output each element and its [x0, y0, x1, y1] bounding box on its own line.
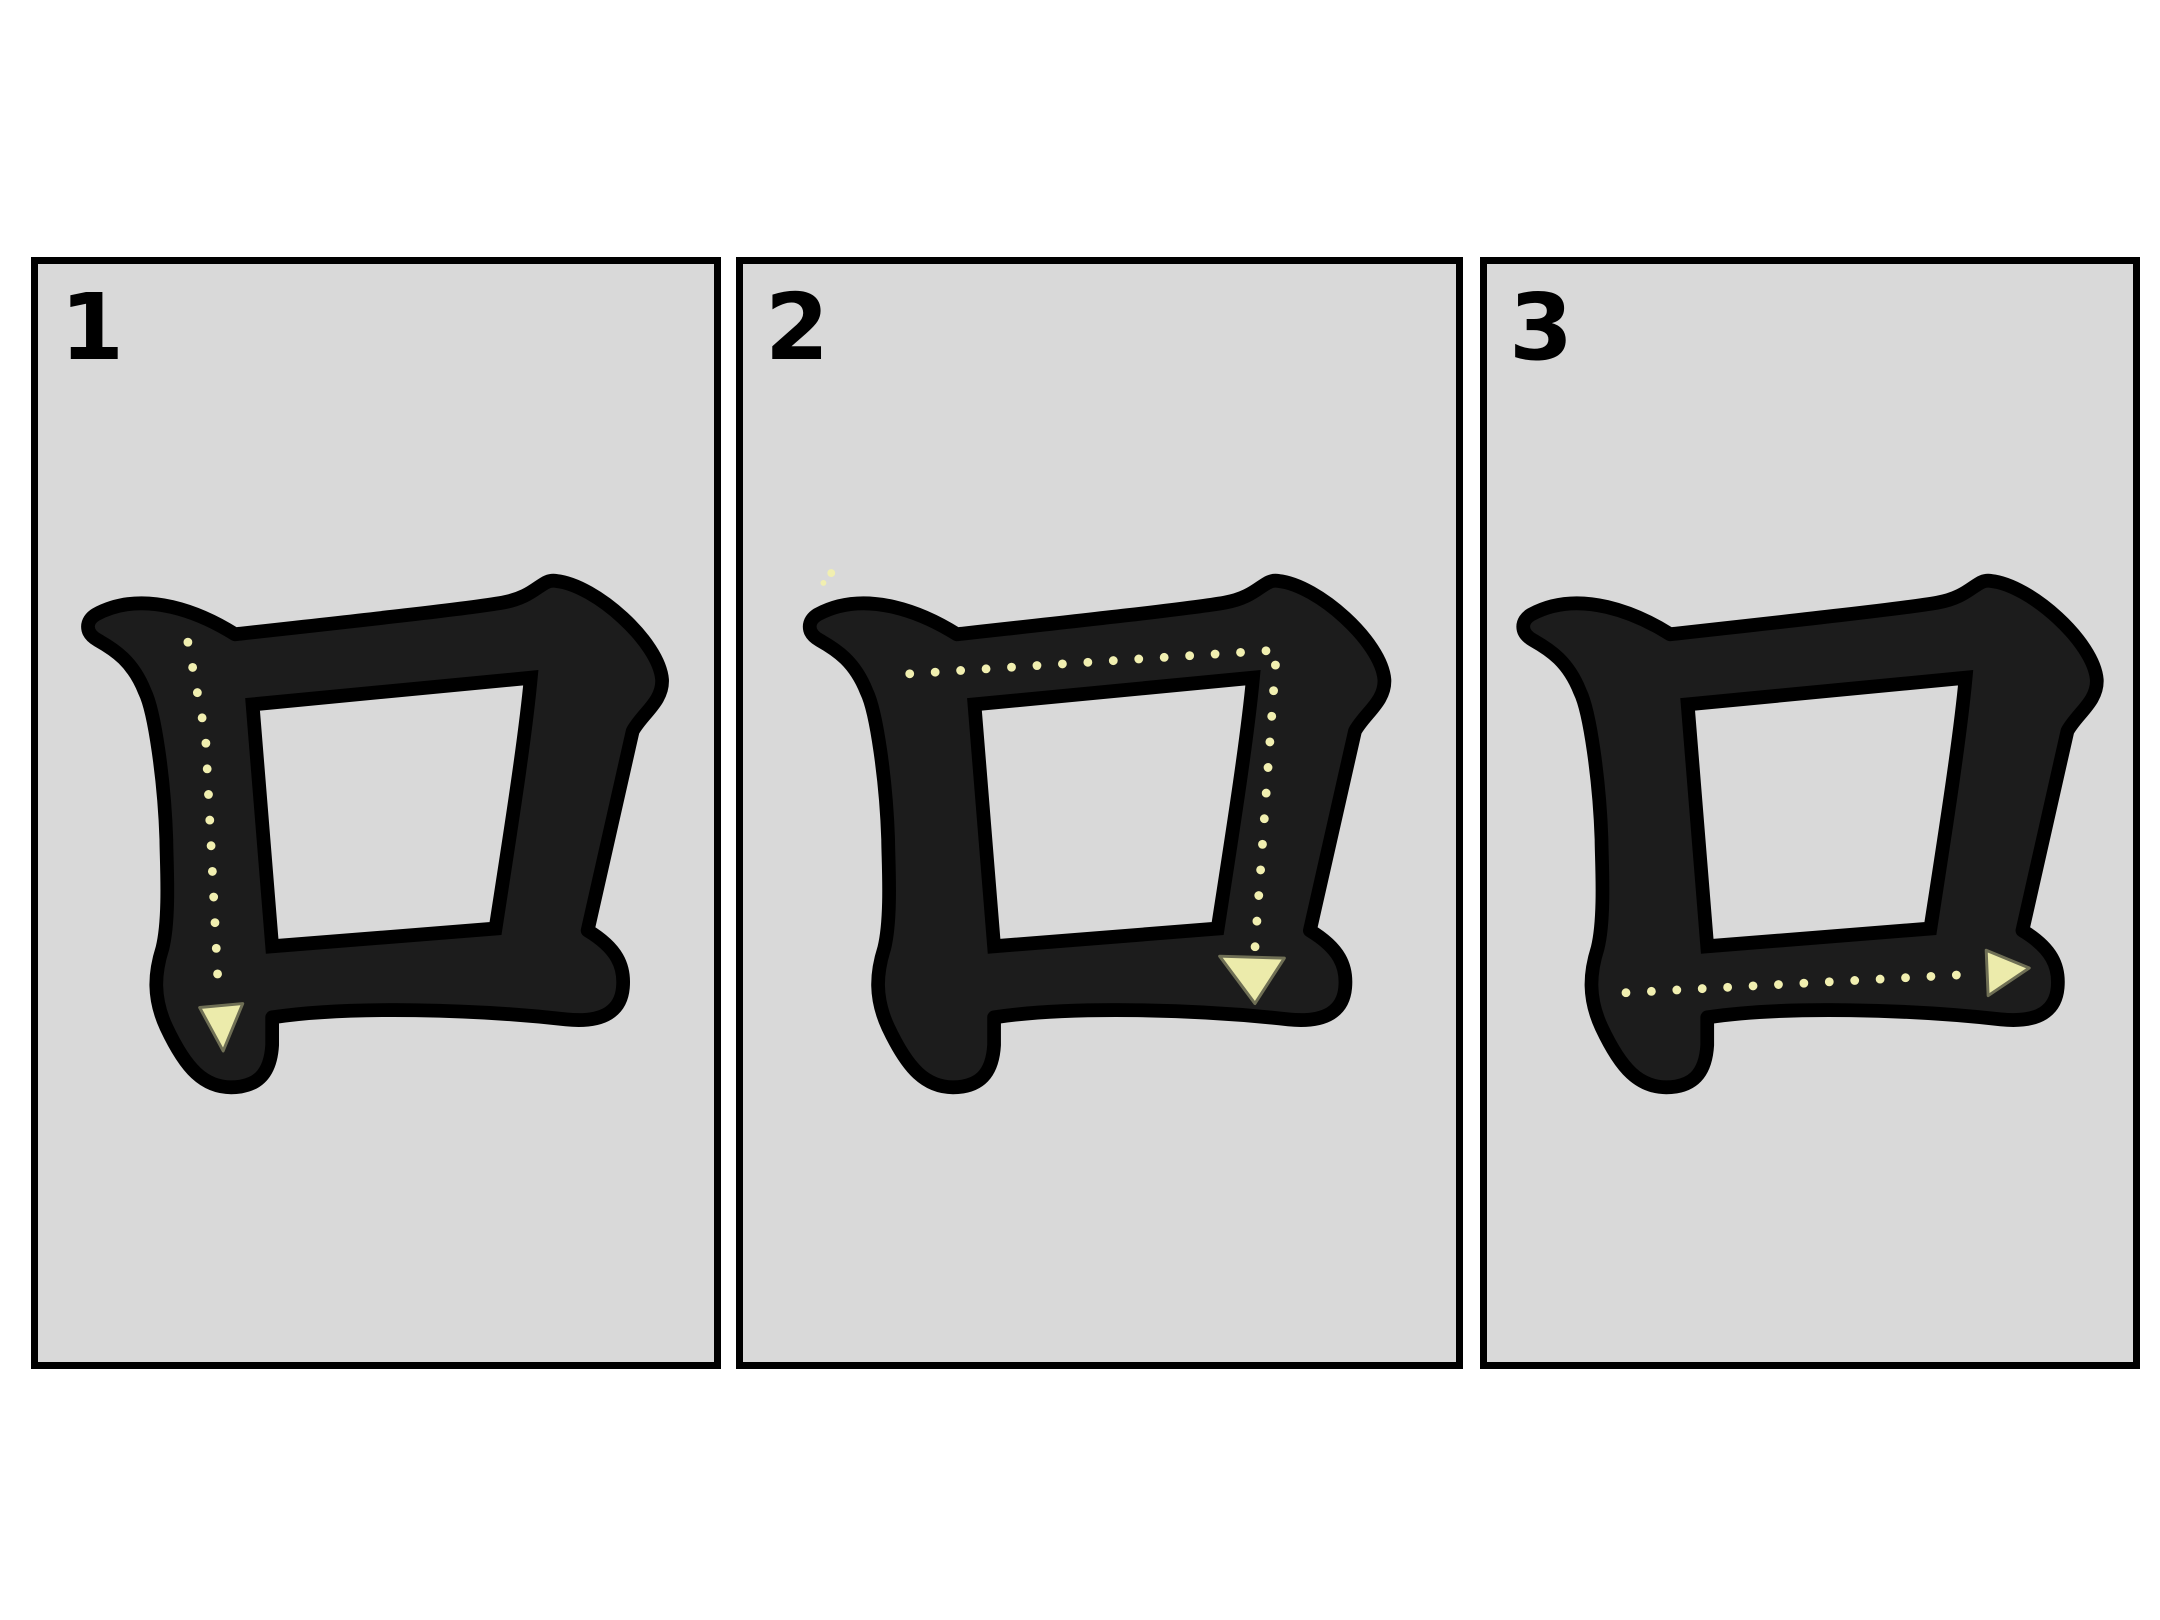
stroke-3-arrow-icon: [1984, 948, 2031, 998]
stroke-2-arrow-icon: [1218, 954, 1286, 1006]
step-number-1: 1: [60, 274, 125, 381]
stroke-3-guide: [1621, 948, 2031, 998]
kou-character-glyph: [81, 573, 669, 1095]
stroke-panel-2: 2: [736, 257, 1463, 1369]
kou-character-glyph: [802, 573, 1392, 1095]
stroke-1-arrow-icon: [198, 1002, 245, 1053]
panel-2-drawing: [743, 264, 1456, 1362]
step-number-3: 3: [1509, 274, 1574, 381]
stroke-panel-1: 1: [31, 257, 721, 1369]
kou-character-glyph: [1516, 573, 2104, 1095]
stroke-1-guide: [183, 637, 245, 1053]
panel-1-drawing: [38, 264, 714, 1362]
panel-3-drawing: [1487, 264, 2133, 1362]
step-number-2: 2: [765, 274, 830, 381]
stroke-2-guide: [820, 569, 1286, 1006]
stroke-panel-3: 3: [1480, 257, 2140, 1369]
